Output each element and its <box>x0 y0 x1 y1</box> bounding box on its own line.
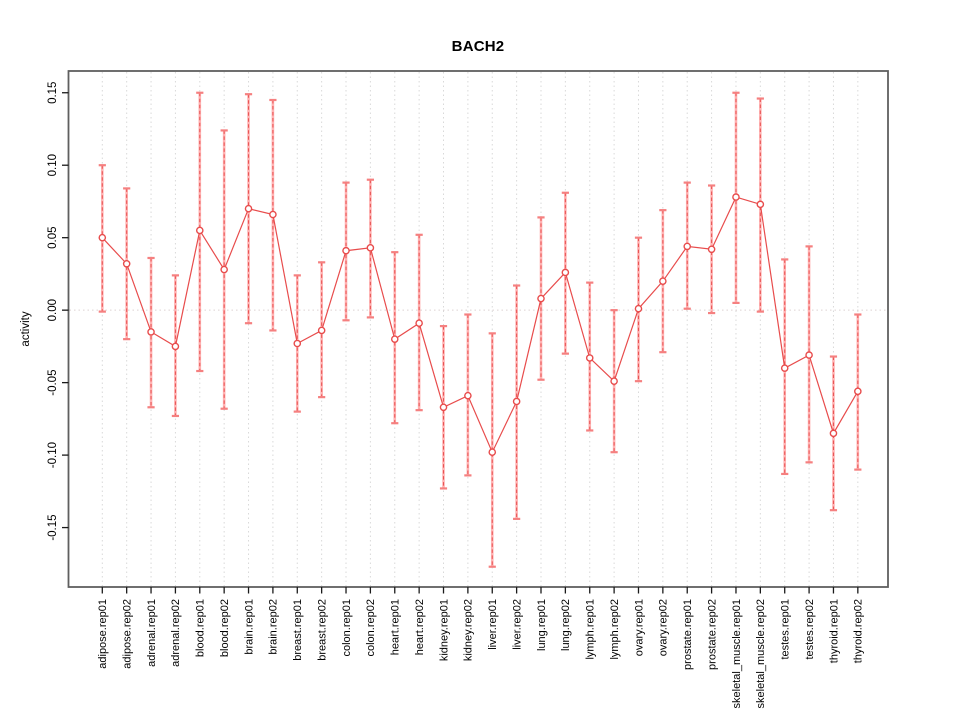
y-tick-label: 0.10 <box>47 154 59 176</box>
data-point <box>561 268 570 277</box>
data-point <box>390 335 399 343</box>
data-point <box>464 391 472 400</box>
x-tick-label: liver.rep02 <box>511 599 523 650</box>
x-tick-label: testes.rep01 <box>780 599 792 660</box>
y-tick-label: -0.05 <box>47 370 59 396</box>
x-tick-label: thyroid.rep01 <box>828 599 840 663</box>
data-point <box>585 354 594 362</box>
y-tick-label: -0.15 <box>47 514 59 540</box>
data-point <box>366 244 375 252</box>
y-tick-label: 0.15 <box>47 82 59 104</box>
data-point <box>634 304 643 313</box>
data-point <box>780 364 789 372</box>
data-point <box>683 242 692 251</box>
x-tick-label: lymph.rep02 <box>609 599 621 660</box>
x-tick-label: colon.rep01 <box>341 599 353 657</box>
data-point <box>732 193 740 201</box>
chart-title: BACH2 <box>451 38 505 55</box>
y-tick-label: 0.00 <box>47 299 59 321</box>
data-point <box>98 233 107 242</box>
x-tick-label: adrenal.rep02 <box>170 599 182 667</box>
data-point <box>244 204 253 213</box>
data-point <box>829 429 838 438</box>
x-tick-label: skeletal_muscle.rep01 <box>731 599 743 708</box>
data-point <box>537 294 545 303</box>
data-point <box>854 387 862 396</box>
x-tick-label: prostate.rep02 <box>706 599 718 670</box>
data-point <box>171 342 180 351</box>
x-tick-label: brain.rep02 <box>268 599 280 655</box>
data-point <box>610 377 618 385</box>
data-point <box>317 326 326 335</box>
data-point <box>147 328 155 336</box>
data-point <box>195 226 204 235</box>
x-tick-label: brain.rep01 <box>243 599 255 655</box>
plot-frame <box>67 70 889 588</box>
x-tick-label: prostate.rep01 <box>682 599 694 670</box>
series-line <box>101 196 859 454</box>
x-tick-label: testes.rep02 <box>804 599 816 660</box>
data-point <box>220 265 228 274</box>
x-tick-label: liver.rep01 <box>487 599 499 650</box>
data-point <box>415 319 423 328</box>
x-tick-label: ovary.rep01 <box>633 599 645 656</box>
data-point <box>122 259 131 268</box>
x-tick-label: adipose.rep02 <box>121 599 133 669</box>
x-tick-label: heart.rep01 <box>390 599 402 655</box>
x-tick-label: lung.rep01 <box>536 599 548 651</box>
data-point <box>293 339 302 348</box>
x-tick-label: adrenal.rep01 <box>146 599 158 667</box>
x-tick-label: blood.rep01 <box>195 599 207 657</box>
x-tick-label: ovary.rep02 <box>658 599 670 656</box>
x-tick-label: heart.rep02 <box>414 599 426 655</box>
x-tick-label: lung.rep02 <box>560 599 572 651</box>
data-point <box>707 245 716 254</box>
y-tick-label: -0.10 <box>47 442 59 468</box>
x-tick-label: skeletal_muscle.rep02 <box>755 599 767 708</box>
data-point <box>512 397 521 406</box>
x-tick-label: kidney.rep01 <box>438 599 450 661</box>
data-point <box>488 448 497 457</box>
data-point <box>756 200 765 209</box>
y-tick-label: 0.05 <box>47 226 59 248</box>
x-tick-label: breast.rep02 <box>316 599 328 661</box>
x-tick-label: kidney.rep02 <box>463 599 475 661</box>
x-tick-label: adipose.rep01 <box>97 599 109 669</box>
data-point <box>269 210 277 219</box>
data-point <box>342 246 350 255</box>
x-tick-label: lymph.rep01 <box>585 599 597 660</box>
data-point <box>659 277 667 285</box>
x-tick-label: breast.rep01 <box>292 599 304 661</box>
data-point <box>805 351 813 359</box>
x-tick-label: thyroid.rep02 <box>853 599 865 663</box>
data-point <box>439 403 448 412</box>
x-tick-label: colon.rep02 <box>365 599 377 657</box>
x-tick-label: blood.rep02 <box>219 599 231 657</box>
